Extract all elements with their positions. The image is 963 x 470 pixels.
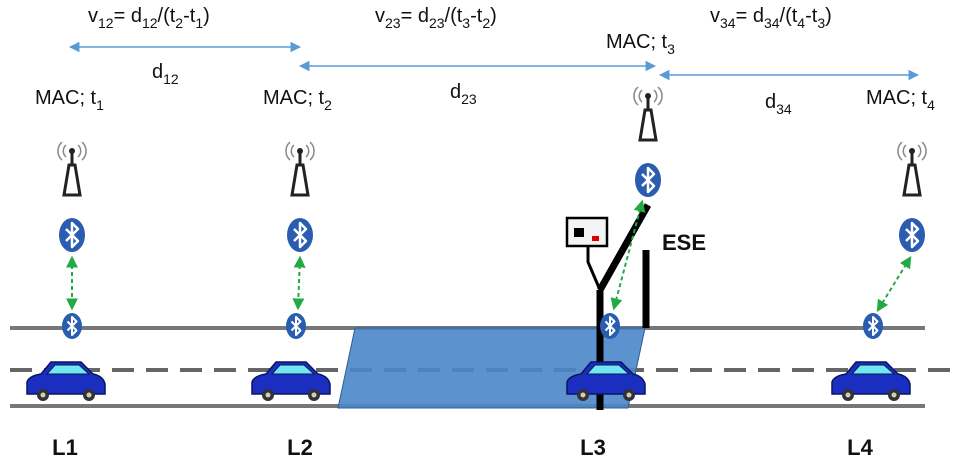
bluetooth-reader	[285, 216, 315, 254]
vehicle-device	[285, 312, 307, 340]
subscript: 34	[764, 15, 780, 31]
vehicle-device	[599, 312, 621, 340]
subscript: 34	[776, 101, 792, 117]
subscript: 23	[461, 91, 477, 107]
bluetooth-reader	[57, 216, 87, 254]
reader-label: MAC; t2	[263, 87, 332, 113]
subscript: 3	[817, 15, 825, 31]
subscript: 12	[163, 71, 179, 87]
text-part: = d	[114, 5, 142, 27]
antenna	[56, 140, 88, 197]
text-part: /(t	[780, 5, 798, 27]
subscript: 12	[142, 15, 158, 31]
subscript: 23	[385, 15, 401, 31]
reader-label: MAC; t4	[866, 87, 935, 113]
subscript: 2	[324, 97, 332, 113]
text-part: v	[375, 5, 385, 27]
text-part: = d	[736, 5, 764, 27]
location-label: L2	[287, 435, 313, 460]
subscript: 3	[667, 41, 675, 57]
location-label: L1	[52, 435, 78, 460]
subscript: 3	[462, 15, 470, 31]
car	[251, 361, 331, 402]
camera-arm	[586, 245, 602, 291]
vehicle-device	[61, 312, 83, 340]
location-label: L3	[580, 435, 606, 460]
subscript: 1	[96, 97, 104, 113]
ese-label: ESE	[662, 230, 706, 255]
subscript: 1	[195, 15, 203, 31]
text-part: v	[88, 5, 98, 27]
subscript: 4	[797, 15, 805, 31]
text-part: )	[203, 5, 210, 27]
location-label: L4	[847, 435, 873, 460]
text-part: = d	[401, 5, 429, 27]
subscript: 34	[720, 15, 736, 31]
camera	[565, 216, 609, 248]
car	[26, 361, 106, 402]
reader-label: MAC; t1	[35, 87, 104, 113]
distance-label: d12	[152, 61, 179, 87]
distance-label: d34	[765, 91, 792, 117]
subscript: 2	[482, 15, 490, 31]
link-arrow	[876, 255, 912, 313]
distance-label: d23	[450, 81, 477, 107]
reader-label: MAC; t3	[606, 31, 675, 57]
text-part: MAC; t	[263, 87, 325, 109]
speed-formula: v12= d12/(t2-t1)	[88, 5, 210, 31]
text-part: -t	[470, 5, 483, 27]
link-arrow	[610, 199, 646, 311]
subscript: 4	[927, 97, 935, 113]
car	[831, 361, 911, 402]
text-part: -t	[183, 5, 196, 27]
subscript: 12	[98, 15, 114, 31]
text-part: MAC; t	[866, 87, 928, 109]
text-part: d	[450, 81, 461, 103]
link-arrow	[292, 255, 306, 311]
antenna	[896, 140, 928, 197]
vehicle-device	[862, 312, 884, 340]
speed-formula: v23= d23/(t3-t2)	[375, 5, 497, 31]
text-part: d	[152, 61, 163, 83]
text-part: d	[765, 91, 776, 113]
subscript: 23	[429, 15, 445, 31]
text-part: MAC; t	[35, 87, 97, 109]
bluetooth-reader	[633, 161, 663, 199]
text-part: )	[825, 5, 832, 27]
speed-formula: v34= d34/(t4-t3)	[710, 5, 832, 31]
text-part: )	[490, 5, 497, 27]
text-part: -t	[805, 5, 818, 27]
bluetooth-reader	[897, 216, 927, 254]
subscript: 2	[175, 15, 183, 31]
antenna	[284, 140, 316, 197]
text-part: /(t	[445, 5, 463, 27]
text-part: v	[710, 5, 720, 27]
text-part: MAC; t	[606, 31, 668, 53]
antenna	[632, 85, 664, 142]
text-part: /(t	[158, 5, 176, 27]
